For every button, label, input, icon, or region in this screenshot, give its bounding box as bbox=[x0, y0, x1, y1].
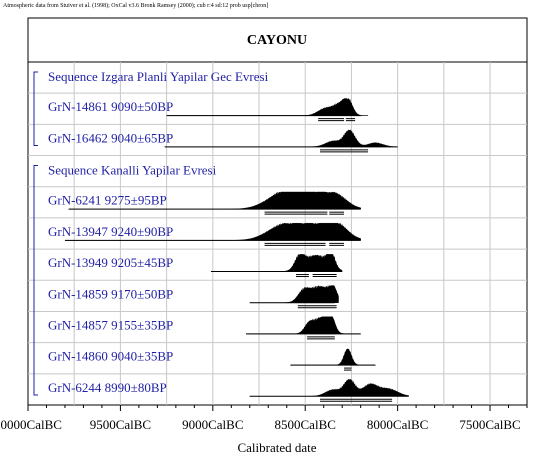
x-tick-label: 7500CalBC bbox=[459, 417, 520, 432]
date-label: GrN-14859 9170±50BP bbox=[48, 286, 173, 301]
x-tick-label: 9500CalBC bbox=[90, 417, 151, 432]
probability-distribution bbox=[210, 253, 343, 272]
date-label: GrN-16462 9040±65BP bbox=[48, 130, 173, 145]
probability-distribution bbox=[249, 284, 339, 303]
sequence-bracket bbox=[33, 71, 38, 147]
date-label: GrN-14860 9040±35BP bbox=[48, 349, 173, 364]
sequence-label: Sequence Kanalli Yapilar Evresi bbox=[48, 163, 217, 178]
probability-distribution bbox=[249, 378, 409, 397]
probability-distribution bbox=[164, 129, 398, 148]
sequence-bracket bbox=[33, 165, 38, 396]
date-label: GrN-14857 9155±35BP bbox=[48, 317, 173, 332]
plot-frame bbox=[27, 17, 528, 406]
probability-distribution bbox=[68, 191, 361, 210]
date-label: GrN-13947 9240±90BP bbox=[48, 224, 173, 239]
probability-distribution bbox=[64, 222, 361, 241]
chart-title: CAYONU bbox=[247, 33, 307, 48]
probability-distribution bbox=[246, 316, 361, 335]
x-axis-label: Calibrated date bbox=[237, 440, 316, 455]
date-label: GrN-14861 9090±50BP bbox=[48, 99, 173, 114]
credit-line: Atmospheric data from Stuiver et al. (19… bbox=[3, 3, 269, 9]
date-label: GrN-6244 8990±80BP bbox=[48, 380, 167, 395]
date-label: GrN-6241 9275±95BP bbox=[48, 193, 167, 208]
x-tick-label: 8500CalBC bbox=[275, 417, 336, 432]
probability-distribution bbox=[166, 97, 369, 116]
x-tick-label: 8000CalBC bbox=[367, 417, 428, 432]
x-tick-label: 10000CalBC bbox=[0, 417, 62, 432]
probability-distribution bbox=[290, 348, 376, 366]
x-tick-label: 9000CalBC bbox=[182, 417, 243, 432]
date-label: GrN-13949 9205±45BP bbox=[48, 255, 173, 270]
sequence-label: Sequence Izgara Planli Yapilar Gec Evres… bbox=[48, 69, 269, 84]
